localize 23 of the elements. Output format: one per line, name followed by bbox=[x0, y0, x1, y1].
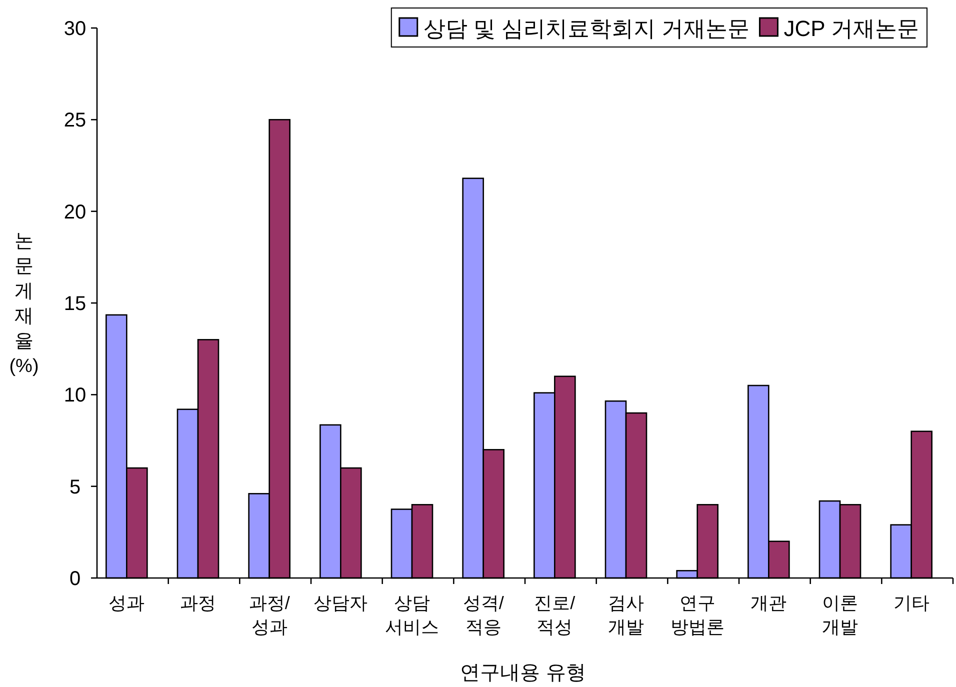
x-tick-label: 성격/ 적응 bbox=[462, 593, 504, 637]
y-tick-label: 20 bbox=[64, 201, 86, 224]
x-tick-label: 개관 bbox=[750, 593, 787, 613]
y-axis-title: 논문게재율(%) bbox=[9, 231, 39, 377]
y-tick-label: 30 bbox=[64, 18, 86, 40]
legend-label: 상담 및 심리치료학회지 거재논문 bbox=[423, 16, 750, 41]
x-tick-label: 이론 개발 bbox=[822, 593, 858, 637]
x-tick-label: 상담자 bbox=[314, 593, 368, 613]
x-tick-label: 성과 bbox=[108, 593, 145, 613]
x-tick-label: 검사 개발 bbox=[608, 593, 644, 637]
y-tick-label: 25 bbox=[64, 110, 86, 132]
x-tick-label: 연구 방법론 bbox=[670, 593, 724, 637]
y-tick-label: 5 bbox=[69, 476, 81, 498]
x-tick-label: 과정 bbox=[180, 593, 216, 613]
x-tick-label: 기타 bbox=[893, 593, 930, 613]
x-tick-label: 진로/ 적성 bbox=[534, 593, 576, 637]
legend-label: JCP 거재논문 bbox=[784, 16, 919, 41]
x-tick-label: 과정/ 성과 bbox=[248, 593, 290, 637]
y-tick-label: 10 bbox=[64, 384, 86, 407]
y-tick-label: 15 bbox=[64, 293, 86, 315]
x-tick-label: 상담 서비스 bbox=[385, 593, 439, 637]
y-tick-label: 0 bbox=[69, 568, 81, 590]
x-axis-title: 연구내용 유형 bbox=[460, 662, 586, 684]
